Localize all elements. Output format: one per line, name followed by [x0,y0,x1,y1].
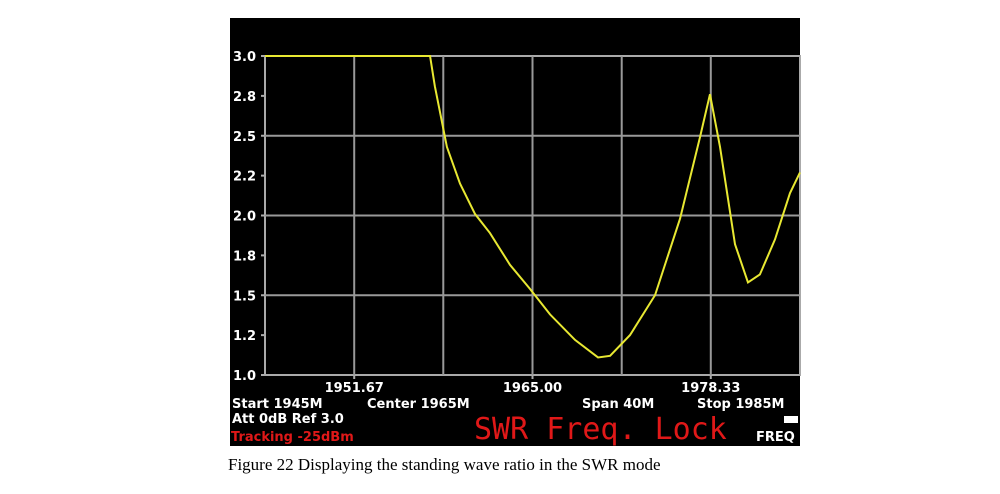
start-label: Start 1945M [232,397,323,412]
att-label: Att 0dB Ref 3.0 [232,412,344,427]
y-tick-label: 2.5 [233,130,256,145]
caption: Figure 22 Displaying the standing wave r… [228,455,661,474]
y-tick-label: 1.2 [233,329,256,344]
y-tick-label: 2.2 [233,170,256,185]
center-label: Center 1965M [367,397,470,412]
x-tick-label: 1951.67 [325,381,384,396]
key-label: FREQ [756,430,795,445]
y-tick-label: 1.0 [233,369,256,384]
tracking-label: Tracking -25dBm [231,430,354,445]
mode-label: SWR Freq. Lock [474,412,727,447]
swr-trace [265,55,801,359]
x-tick-label: 1978.33 [681,381,740,396]
span-label: Span 40M [582,397,654,412]
y-tick-label: 2.0 [233,210,256,225]
x-tick-label: 1965.00 [503,381,562,396]
stop-label: Stop 1985M [697,397,784,412]
y-tick-label: 1.8 [233,249,256,264]
key-icon [784,416,798,423]
y-tick-label: 2.8 [233,90,256,105]
y-tick-label: 1.5 [233,289,256,304]
y-tick-label: 3.0 [233,50,256,65]
